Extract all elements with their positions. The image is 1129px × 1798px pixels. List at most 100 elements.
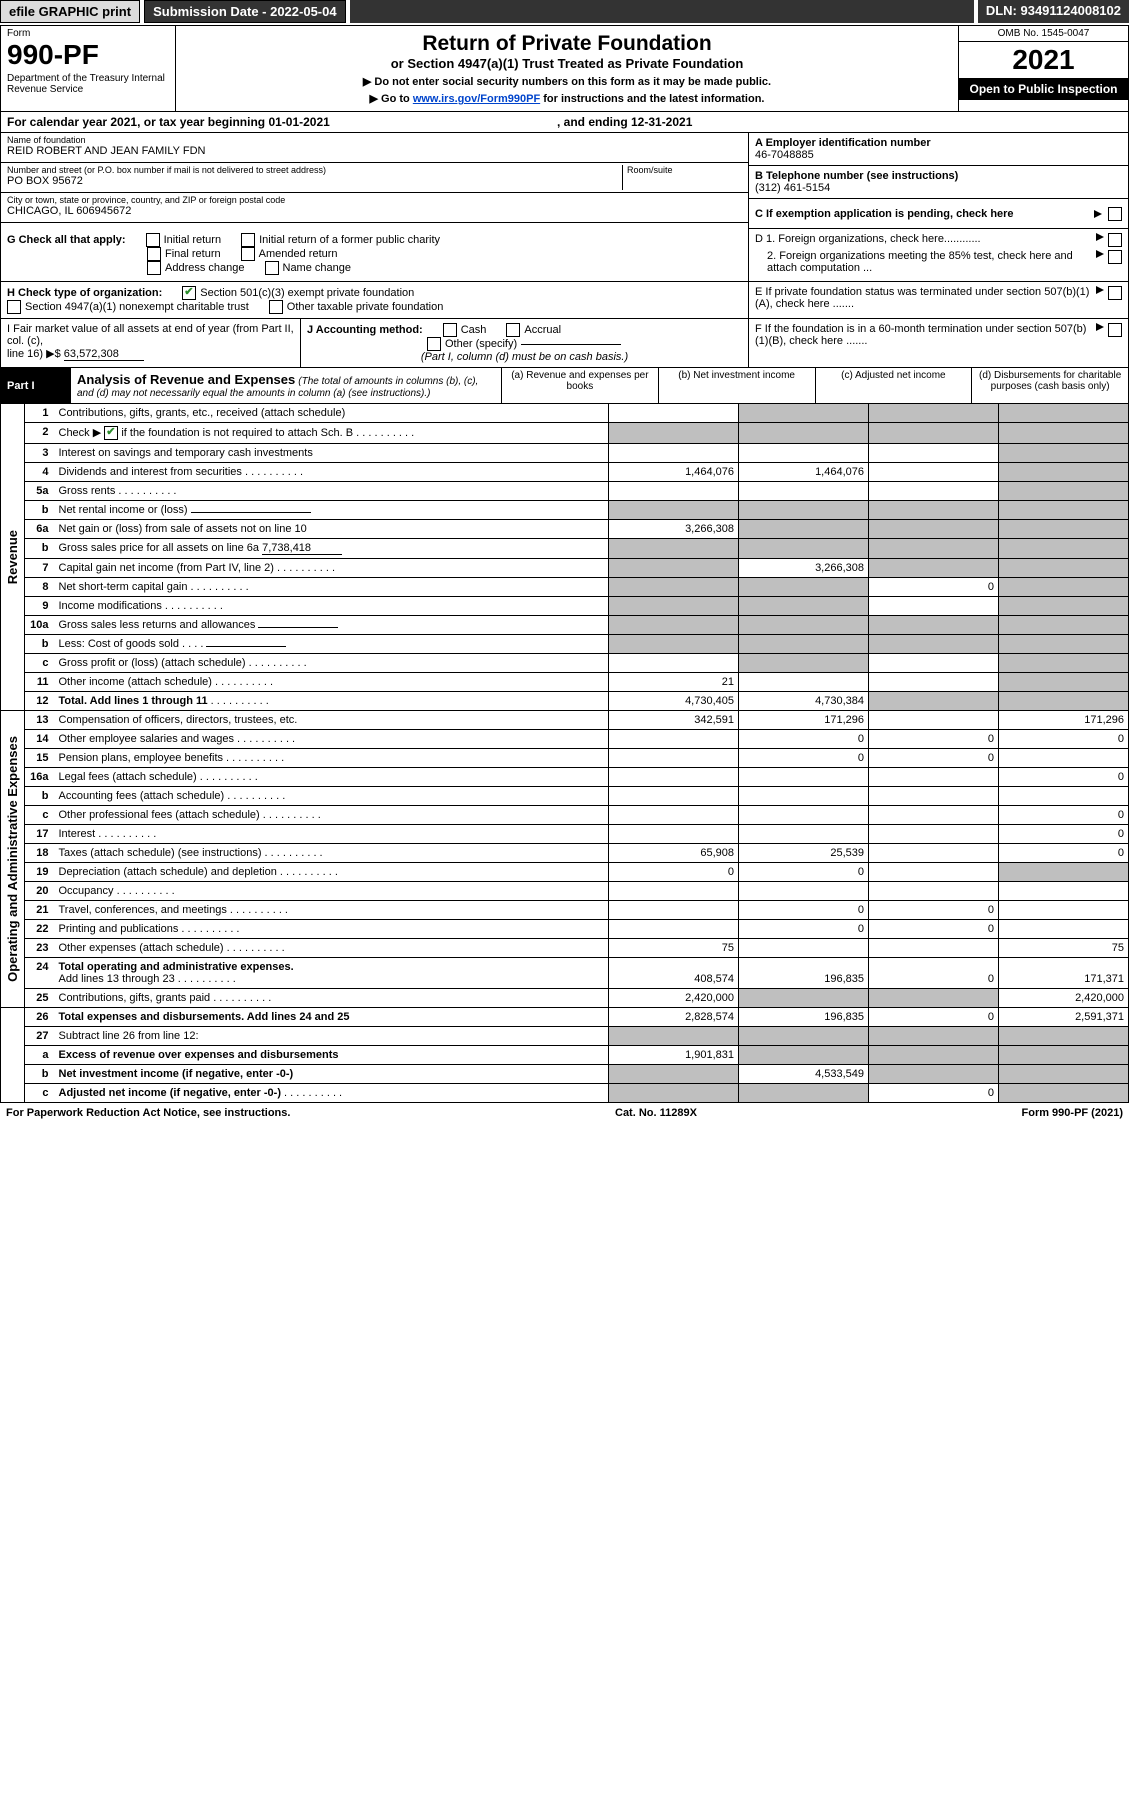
cell: 0 (739, 730, 869, 749)
cell: 1,464,076 (739, 463, 869, 482)
g-amended-cb[interactable] (241, 247, 255, 261)
exemption-label: C If exemption application is pending, c… (755, 208, 1088, 220)
g-initial-public-cb[interactable] (241, 233, 255, 247)
page-footer: For Paperwork Reduction Act Notice, see … (0, 1103, 1129, 1123)
desc: Compensation of officers, directors, tru… (55, 711, 609, 730)
j-accrual-cb[interactable] (506, 323, 520, 337)
ein-value: 46-7048885 (755, 149, 1122, 161)
h-other-cb[interactable] (269, 300, 283, 314)
meta-block: Name of foundation REID ROBERT AND JEAN … (0, 133, 1129, 229)
g-final-cb[interactable] (147, 247, 161, 261)
ln: b (25, 787, 55, 806)
e-label: E If private foundation status was termi… (755, 286, 1092, 314)
ln: 15 (25, 749, 55, 768)
h-other: Other taxable private foundation (287, 301, 444, 313)
g-initial-cb[interactable] (146, 233, 160, 247)
cell: 0 (999, 825, 1129, 844)
cell: 0 (999, 768, 1129, 787)
cell: 0 (869, 1084, 999, 1103)
cell: 4,730,384 (739, 692, 869, 711)
j-cash-cb[interactable] (443, 323, 457, 337)
form-title: Return of Private Foundation (182, 32, 952, 56)
j-cash: Cash (461, 324, 487, 336)
i-label: I Fair market value of all assets at end… (7, 323, 294, 347)
h-501c3: Section 501(c)(3) exempt private foundat… (200, 287, 414, 299)
cell: 65,908 (609, 844, 739, 863)
form-header: Form 990-PF Department of the Treasury I… (0, 25, 1129, 112)
g-name-cb[interactable] (265, 261, 279, 275)
header-left: Form 990-PF Department of the Treasury I… (1, 26, 176, 111)
col-d-header: (d) Disbursements for charitable purpose… (971, 368, 1128, 403)
col-c-header: (c) Adjusted net income (815, 368, 972, 403)
exemption-checkbox[interactable] (1108, 207, 1122, 221)
part1-title: Analysis of Revenue and Expenses (77, 372, 295, 387)
cell: 25,539 (739, 844, 869, 863)
cell: 75 (999, 939, 1129, 958)
cell: 0 (739, 920, 869, 939)
h-501c3-cb[interactable] (182, 286, 196, 300)
name-label: Name of foundation (7, 135, 742, 145)
ln: 5a (25, 482, 55, 501)
ln: b (25, 635, 55, 654)
expenses-label: Operating and Administrative Expenses (5, 736, 20, 982)
cell: 1,901,831 (609, 1046, 739, 1065)
arrow-icon (1096, 286, 1104, 294)
ln: b (25, 539, 55, 559)
form-note-1: ▶ Do not enter social security numbers o… (182, 75, 952, 88)
d1-cb[interactable] (1108, 233, 1122, 247)
g-address: Address change (165, 262, 245, 274)
calyear-begin: For calendar year 2021, or tax year begi… (7, 115, 557, 129)
e-cb[interactable] (1108, 286, 1122, 300)
cell: 171,371 (999, 958, 1129, 989)
part1-table: Revenue 1Contributions, gifts, grants, e… (0, 404, 1129, 1103)
g-initial-public: Initial return of a former public charit… (259, 234, 440, 246)
g-final: Final return (165, 248, 221, 260)
room-label: Room/suite (627, 165, 742, 175)
desc: Net gain or (loss) from sale of assets n… (55, 520, 609, 539)
cell: 2,591,371 (999, 1008, 1129, 1027)
d1-label: D 1. Foreign organizations, check here..… (755, 233, 1092, 247)
address-row: Number and street (or P.O. box number if… (1, 163, 748, 193)
part1-label: Part I (1, 368, 71, 403)
ln: 4 (25, 463, 55, 482)
j-other: Other (specify) (445, 338, 517, 350)
cell: 0 (869, 749, 999, 768)
h-4947-cb[interactable] (7, 300, 21, 314)
footer-right: Form 990-PF (2021) (1022, 1107, 1123, 1119)
g-address-cb[interactable] (147, 261, 161, 275)
cell: 2,420,000 (999, 989, 1129, 1008)
ln: 24 (25, 958, 55, 989)
topbar: efile GRAPHIC print Submission Date - 20… (0, 0, 1129, 23)
cell: 0 (869, 920, 999, 939)
ln: 26 (25, 1008, 55, 1027)
i-line: line 16) ▶$ (7, 348, 61, 360)
cell: 408,574 (609, 958, 739, 989)
form-label: Form (7, 28, 169, 39)
cell: 0 (869, 958, 999, 989)
phone-row: B Telephone number (see instructions) (3… (749, 166, 1128, 199)
j-other-cb[interactable] (427, 337, 441, 351)
efile-btn[interactable]: efile GRAPHIC print (0, 0, 140, 23)
ln: b (25, 1065, 55, 1084)
cell: 3,266,308 (609, 520, 739, 539)
omb-label: OMB No. 1545-0047 (959, 26, 1128, 42)
form-note-2: ▶ Go to www.irs.gov/Form990PF for instru… (182, 92, 952, 105)
schb-cb[interactable] (104, 426, 118, 440)
ln: a (25, 1046, 55, 1065)
ln: c (25, 654, 55, 673)
f-label: F If the foundation is in a 60-month ter… (755, 323, 1092, 363)
ln: c (25, 806, 55, 825)
cell: 21 (609, 673, 739, 692)
ln: b (25, 501, 55, 520)
ln: 9 (25, 597, 55, 616)
d2-label: 2. Foreign organizations meeting the 85%… (755, 250, 1092, 274)
addr-value: PO BOX 95672 (7, 175, 622, 187)
d2-cb[interactable] (1108, 250, 1122, 264)
irs-link[interactable]: www.irs.gov/Form990PF (413, 93, 540, 105)
f-cb[interactable] (1108, 323, 1122, 337)
cell: 0 (869, 730, 999, 749)
j-accrual: Accrual (524, 324, 561, 336)
col-b-header: (b) Net investment income (658, 368, 815, 403)
desc: Subtract line 26 from line 12: (55, 1027, 609, 1046)
addr-label: Number and street (or P.O. box number if… (7, 165, 622, 175)
